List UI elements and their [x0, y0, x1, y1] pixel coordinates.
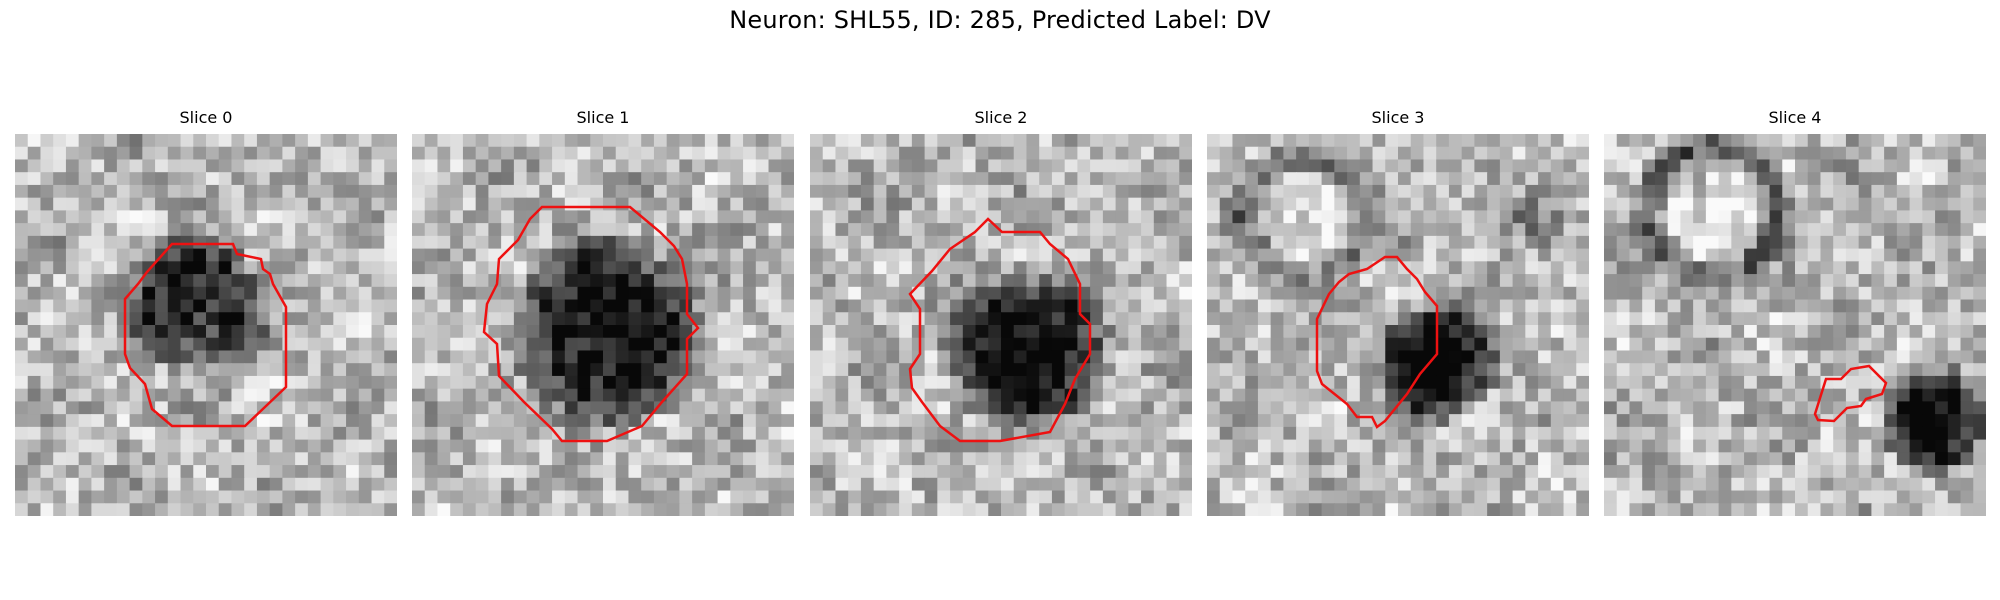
- microscopy-slice-3: [1207, 134, 1589, 516]
- slice-image-0: [15, 134, 397, 516]
- figure-title: Neuron: SHL55, ID: 285, Predicted Label:…: [729, 6, 1271, 34]
- pixel-grid: [1207, 134, 1589, 516]
- roi-contour: [482, 205, 700, 443]
- roi-contour: [1813, 364, 1888, 423]
- pixel-grid: [15, 134, 397, 516]
- slice-title: Slice 2: [974, 108, 1028, 127]
- microscopy-slice-1: [412, 134, 794, 516]
- roi-contour: [908, 217, 1092, 443]
- slice-title: Slice 4: [1768, 108, 1822, 127]
- microscopy-slice-0: [15, 134, 397, 516]
- slice-title: Slice 1: [576, 108, 630, 127]
- roi-contour: [1315, 255, 1439, 429]
- slice-image-3: [1207, 134, 1589, 516]
- slice-image-1: [412, 134, 794, 516]
- pixel-grid: [412, 134, 794, 516]
- microscopy-slice-4: [1604, 134, 1986, 516]
- slice-title: Slice 0: [179, 108, 233, 127]
- microscopy-slice-2: [810, 134, 1192, 516]
- roi-contour: [123, 242, 288, 428]
- slice-image-2: [810, 134, 1192, 516]
- slice-title: Slice 3: [1371, 108, 1425, 127]
- pixel-grid: [1604, 134, 1986, 516]
- slice-image-4: [1604, 134, 1986, 516]
- pixel-grid: [810, 134, 1192, 516]
